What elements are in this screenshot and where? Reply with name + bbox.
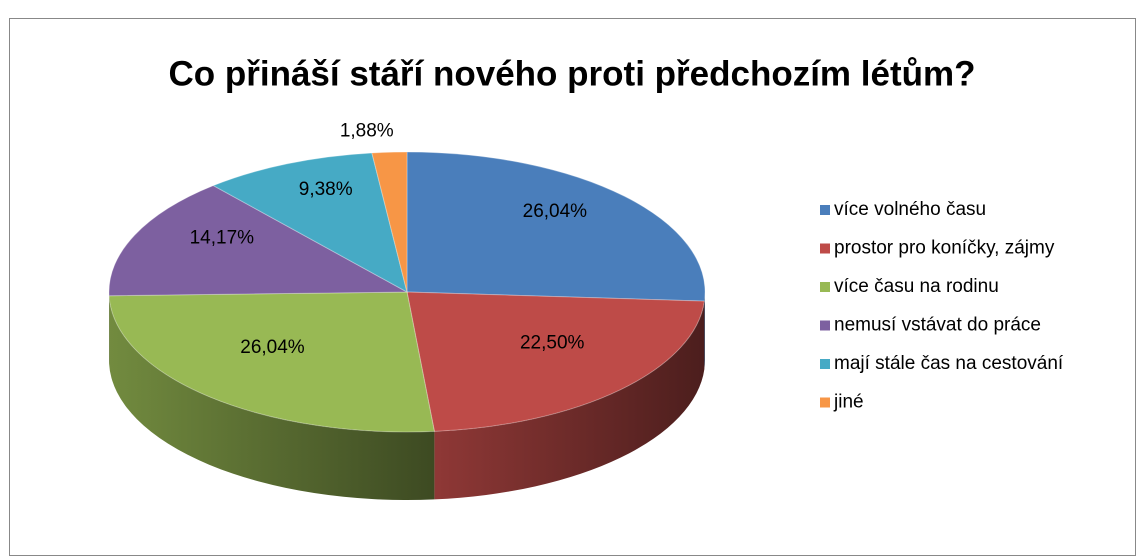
legend-label: více času na rodinu [834, 276, 999, 297]
slice [371, 151, 408, 293]
data-label: 26,04% [240, 337, 305, 358]
legend-swatch [820, 320, 830, 331]
legend-swatch [820, 282, 830, 292]
slice-side [109, 295, 435, 501]
slice [108, 291, 435, 433]
data-label: 14,17% [190, 227, 255, 248]
data-label: 1,88% [340, 120, 394, 141]
slice [406, 151, 706, 302]
legend-swatch [820, 205, 830, 215]
legend-swatch [820, 397, 830, 408]
legend-label: více volného času [834, 199, 986, 220]
slice [108, 185, 409, 297]
slice [212, 152, 408, 293]
slice-side [704, 292, 705, 370]
legend-label: nemusí vstávat do práce [834, 315, 1041, 336]
legend-swatch [820, 359, 830, 369]
legend-label: mají stále čas na cestování [834, 353, 1064, 374]
legend-label: prostor pro koníčky, zájmy [834, 238, 1055, 259]
legend-swatch [820, 243, 830, 254]
chart-title: Co přináší stáří nového proti předchozím… [168, 54, 975, 93]
slice [406, 291, 705, 432]
data-label: 22,50% [520, 332, 585, 353]
data-label: 26,04% [523, 201, 588, 222]
slice-side [434, 301, 705, 500]
legend-label: jiné [833, 392, 864, 413]
data-label: 9,38% [299, 179, 353, 200]
